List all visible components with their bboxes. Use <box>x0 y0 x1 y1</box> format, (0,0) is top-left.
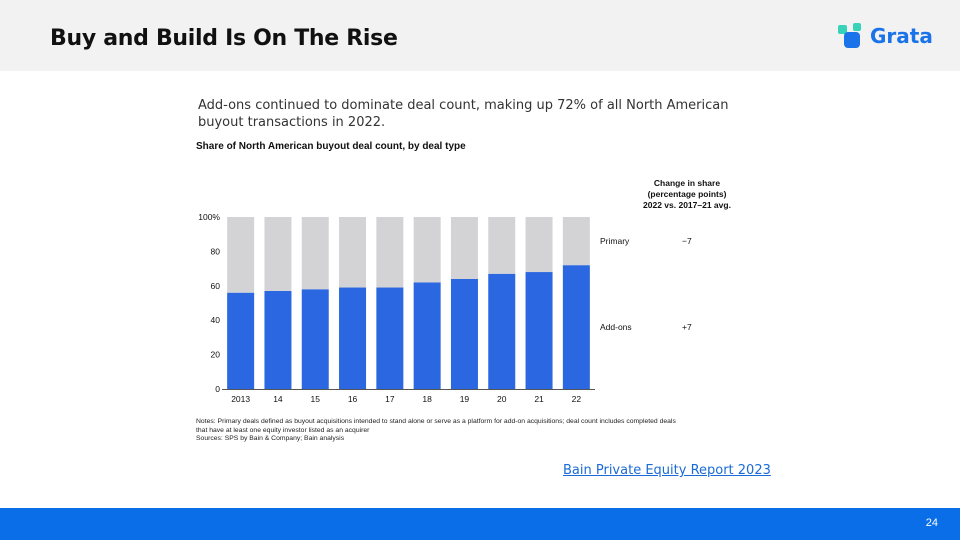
bar-add-ons <box>562 265 590 389</box>
x-tick-label: 17 <box>385 394 395 404</box>
x-tick-label: 20 <box>497 394 507 404</box>
notes-line1: Notes: Primary deals defined as buyout a… <box>196 418 676 425</box>
chart-notes: Notes: Primary deals defined as buyout a… <box>196 418 756 444</box>
stacked-bar-chart: 100% 80 60 40 20 0 2013 14 15 16 17 18 19 20 21 22 Add-o… <box>198 212 692 404</box>
series-label: Add-ons <box>600 322 632 332</box>
bar-primary <box>264 217 292 291</box>
bar-add-ons <box>227 292 255 389</box>
y-tick-label: 100% <box>198 212 220 222</box>
header-bar: Buy and Build Is On The Rise Grata <box>0 0 960 71</box>
bar-primary <box>488 217 516 274</box>
notes-line2: that have at least one equity investor l… <box>196 426 370 434</box>
bar-primary <box>413 217 441 283</box>
bar-primary <box>376 217 404 288</box>
bar-add-ons <box>413 282 441 389</box>
bar-add-ons <box>301 289 329 389</box>
x-tick-label: 15 <box>311 394 321 404</box>
grata-logo-icon <box>838 23 864 49</box>
y-tick-label: 60 <box>211 281 221 291</box>
y-tick-label: 80 <box>211 246 221 256</box>
x-tick-label: 22 <box>572 394 582 404</box>
change-in-share-header: Change in share (percentage points) 2022… <box>610 178 764 211</box>
page-number: 24 <box>925 517 938 529</box>
x-tick-label: 21 <box>534 394 544 404</box>
bar-add-ons <box>488 273 516 389</box>
x-tick-label: 16 <box>348 394 358 404</box>
logo-text: Grata <box>870 24 933 48</box>
y-tick-label: 20 <box>211 350 221 360</box>
series-label: Primary <box>600 236 630 246</box>
change-header-line2: (percentage points) <box>647 189 727 199</box>
change-header-line1: Change in share <box>653 178 721 188</box>
bar-add-ons <box>450 278 478 389</box>
x-tick-label: 18 <box>422 394 432 404</box>
bar-add-ons <box>339 287 367 389</box>
grata-logo[interactable]: Grata <box>838 22 933 50</box>
bar-add-ons <box>376 287 404 389</box>
page-title: Buy and Build Is On The Rise <box>50 26 398 51</box>
bar-primary <box>227 217 255 293</box>
bar-primary <box>450 217 478 279</box>
bar-primary <box>301 217 329 290</box>
change-value: +7 <box>682 322 692 332</box>
bar-primary <box>525 217 553 273</box>
x-tick-label: 14 <box>273 394 283 404</box>
source-link[interactable]: Bain Private Equity Report 2023 <box>563 463 771 478</box>
intro-text: Add-ons continued to dominate deal count… <box>198 98 729 130</box>
chart-title: Share of North American buyout deal coun… <box>196 141 466 152</box>
bar-add-ons <box>525 272 553 389</box>
bar-primary <box>562 217 590 266</box>
x-tick-label: 2013 <box>231 394 250 404</box>
change-value: −7 <box>682 236 692 246</box>
y-tick-label: 0 <box>215 384 220 394</box>
x-tick-label: 19 <box>460 394 470 404</box>
bar-add-ons <box>264 290 292 389</box>
footer-bar: 24 <box>0 508 960 540</box>
bar-primary <box>339 217 367 288</box>
y-tick-label: 40 <box>211 315 221 325</box>
notes-sources: Sources: SPS by Bain & Company; Bain ana… <box>196 435 345 443</box>
change-header-line3: 2022 vs. 2017–21 avg. <box>643 200 731 210</box>
